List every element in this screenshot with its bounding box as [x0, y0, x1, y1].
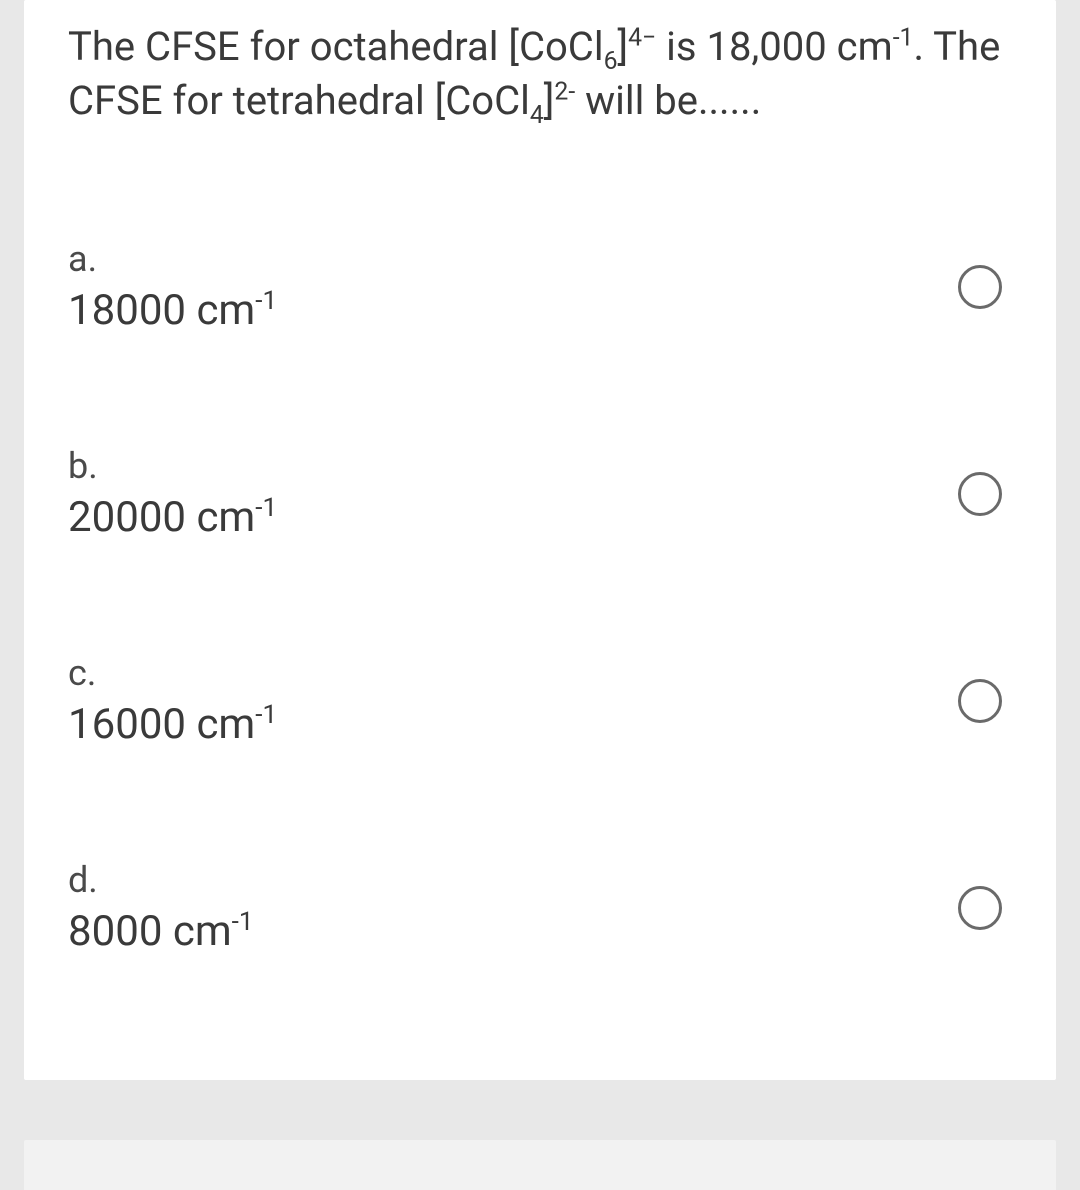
option-d[interactable]: d. 8000 cm-1 [68, 859, 1012, 956]
option-a[interactable]: a. 18000 cm-1 [68, 238, 1012, 335]
option-value: 8000 cm-1 [68, 907, 253, 956]
option-a-text: a. 18000 cm-1 [68, 238, 277, 335]
option-c-text: c. 16000 cm-1 [68, 652, 277, 749]
option-d-text: d. 8000 cm-1 [68, 859, 253, 956]
radio-a[interactable] [958, 265, 1002, 309]
option-value: 20000 cm-1 [68, 493, 277, 542]
question-text: The CFSE for octahedral [CoCl6]4− is 18,… [68, 20, 1012, 128]
option-letter: b. [68, 445, 277, 487]
radio-d[interactable] [958, 886, 1002, 930]
option-letter: a. [68, 238, 277, 280]
radio-b[interactable] [958, 472, 1002, 516]
radio-c[interactable] [958, 679, 1002, 723]
option-letter: d. [68, 859, 253, 901]
option-b-text: b. 20000 cm-1 [68, 445, 277, 542]
option-value: 18000 cm-1 [68, 286, 277, 335]
option-letter: c. [68, 652, 277, 694]
option-value: 16000 cm-1 [68, 700, 277, 749]
options-list: a. 18000 cm-1 b. 20000 cm-1 c. 16000 cm-… [68, 238, 1012, 956]
option-c[interactable]: c. 16000 cm-1 [68, 652, 1012, 749]
question-card: The CFSE for octahedral [CoCl6]4− is 18,… [24, 0, 1056, 1080]
footer-band [24, 1140, 1056, 1190]
option-b[interactable]: b. 20000 cm-1 [68, 445, 1012, 542]
